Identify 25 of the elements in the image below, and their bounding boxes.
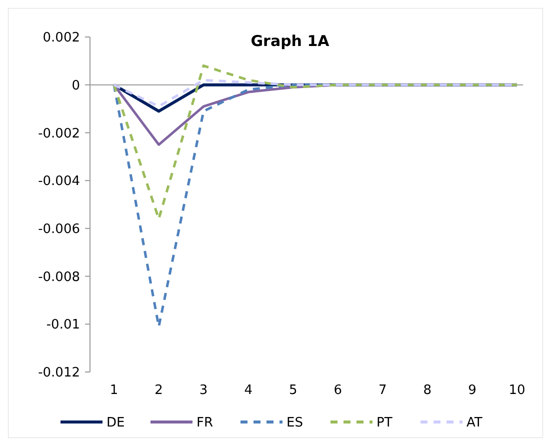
line-series — [112, 64, 518, 220]
y-tick-label: -0.004 — [38, 174, 80, 190]
x-tick-label: 2 — [154, 383, 163, 398]
x-tick-label: 9 — [468, 383, 476, 398]
y-tick-label: -0.008 — [38, 270, 80, 285]
legend-label: PT — [376, 416, 392, 431]
x-tick-label: 7 — [378, 383, 387, 398]
legend-label: DE — [106, 416, 125, 431]
y-tick-label: -0.002 — [38, 126, 80, 142]
x-tick-label: 8 — [423, 383, 432, 398]
x-tick-label: 3 — [199, 383, 208, 398]
legend-label: AT — [466, 416, 482, 431]
chart-title: Graph 1A — [250, 32, 330, 50]
legend-label: FR — [196, 416, 214, 431]
x-tick-label: 6 — [334, 383, 342, 398]
y-tick-label: -0.012 — [38, 366, 80, 381]
x-tick-label: 5 — [288, 383, 298, 398]
y-tick-label: 0 — [72, 78, 80, 94]
x-tick-label: 4 — [244, 383, 252, 398]
legend-label: ES — [286, 416, 303, 431]
y-tick-label: 0.002 — [42, 30, 80, 46]
x-tick-label: 10 — [508, 383, 526, 398]
x-tick-label: 1 — [110, 383, 118, 398]
y-tick-label: -0.006 — [38, 222, 80, 237]
y-tick-label: -0.01 — [46, 318, 80, 333]
